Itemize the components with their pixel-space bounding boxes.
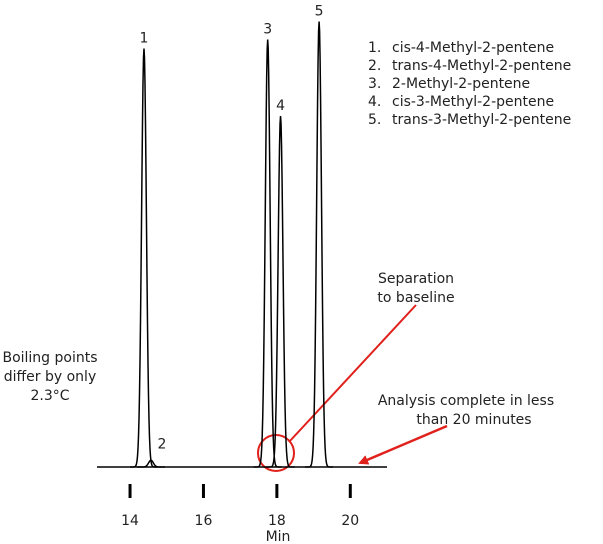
legend-name: cis-4-Methyl-2-pentene — [392, 40, 554, 56]
annotation: differ by only — [4, 369, 96, 385]
peak — [136, 459, 165, 468]
x-tick-label: 20 — [341, 513, 359, 529]
annotation: Boiling points — [2, 350, 97, 366]
peak — [266, 115, 295, 468]
arrow — [358, 424, 448, 465]
legend-number: 2. — [368, 58, 381, 74]
x-axis-label: Min — [266, 529, 291, 544]
legend-number: 4. — [368, 94, 381, 110]
annotation: Analysis complete in less — [378, 393, 554, 409]
peak-label: 4 — [276, 98, 285, 114]
legend-number: 3. — [368, 76, 381, 92]
annotation: 2.3°C — [30, 388, 69, 404]
legend-number: 5. — [368, 112, 381, 128]
legend-name: trans-3-Methyl-2-pentene — [392, 112, 571, 128]
legend-number: 1. — [368, 40, 381, 56]
annotation: than 20 minutes — [416, 412, 531, 428]
x-tick-label: 16 — [195, 513, 213, 529]
peak-label: 5 — [315, 4, 324, 20]
peak — [129, 48, 158, 468]
peak-label: 2 — [158, 436, 167, 452]
annotation: to baseline — [377, 290, 454, 306]
annotation: Separation — [378, 271, 454, 287]
pointer-line — [288, 304, 417, 443]
x-tick-label: 18 — [268, 513, 286, 529]
x-tick-label: 14 — [121, 513, 139, 529]
legend-name: cis-3-Methyl-2-pentene — [392, 94, 554, 110]
peak — [305, 21, 334, 468]
peak-label: 3 — [263, 22, 272, 38]
peak — [253, 39, 282, 468]
legend-name: 2-Methyl-2-pentene — [392, 76, 530, 92]
peak-label: 1 — [140, 31, 149, 47]
legend-name: trans-4-Methyl-2-pentene — [392, 58, 571, 74]
